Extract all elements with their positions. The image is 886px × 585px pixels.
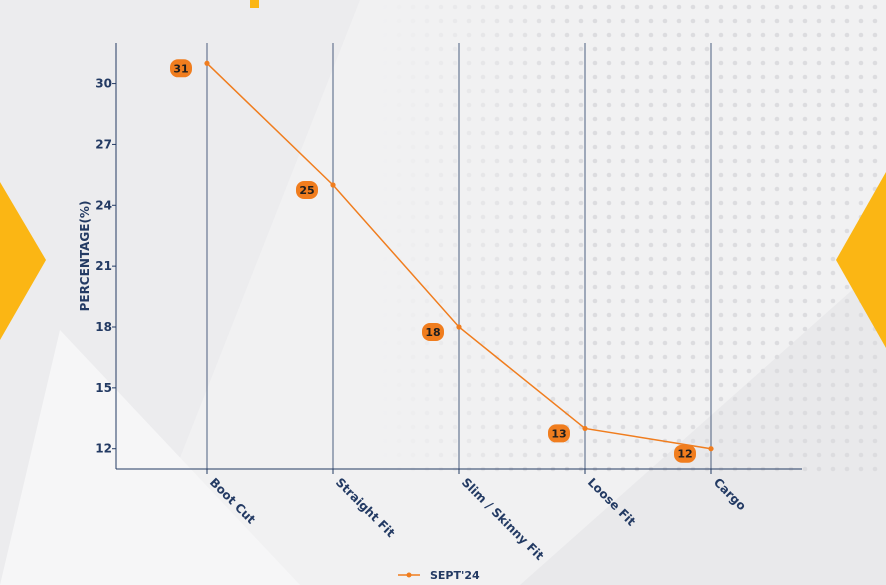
grid-lines xyxy=(206,43,712,474)
data-label: 13 xyxy=(548,424,570,443)
data-label-text: 31 xyxy=(173,62,188,75)
data-label: 31 xyxy=(170,59,192,78)
y-tick-label: 24 xyxy=(95,198,112,212)
data-label-text: 12 xyxy=(677,448,692,461)
y-axis-label: PERCENTAGE(%) xyxy=(78,201,92,312)
data-labels: 31 25 18 13 12 xyxy=(170,59,696,463)
data-point[interactable] xyxy=(582,425,588,432)
data-label-text: 25 xyxy=(299,184,314,197)
data-label-bg xyxy=(170,59,192,78)
data-point[interactable] xyxy=(456,324,462,330)
x-tick-label: Cargo xyxy=(711,475,749,513)
x-tick-labels: Boot Cut Straight Fit Slim / Skinny Fit Loo… xyxy=(207,475,749,563)
x-tick-label: Straight Fit xyxy=(333,475,398,540)
legend[interactable]: SEPT'24 xyxy=(398,569,480,582)
legend-point-marker xyxy=(406,572,412,578)
y-tick-label: 12 xyxy=(95,442,112,456)
top-accent-mark xyxy=(250,0,259,8)
legend-item-sept24: SEPT'24 xyxy=(430,569,480,582)
data-label-bg xyxy=(548,424,570,443)
data-point[interactable] xyxy=(204,60,210,66)
data-label-text: 18 xyxy=(425,326,440,339)
data-label-bg xyxy=(296,181,318,199)
y-tick-label: 27 xyxy=(95,137,112,151)
y-tick-label: 30 xyxy=(95,77,112,91)
y-tick-labels: 12 15 18 21 24 27 30 xyxy=(95,77,116,456)
x-tick-label: Loose Fit xyxy=(585,475,639,529)
y-tick-label: 21 xyxy=(95,259,112,273)
data-label: 18 xyxy=(422,323,444,341)
y-tick-label: 18 xyxy=(95,320,112,334)
series-sept24 xyxy=(204,60,714,452)
data-point[interactable] xyxy=(330,182,336,188)
data-label: 25 xyxy=(296,181,318,199)
x-tick-label: Slim / Skinny Fit xyxy=(459,475,547,563)
axes xyxy=(115,43,802,470)
data-label-text: 13 xyxy=(551,427,566,440)
y-tick-label: 15 xyxy=(95,381,112,395)
x-tick-label: Boot Cut xyxy=(207,475,259,527)
data-label: 12 xyxy=(674,444,696,463)
right-arrow-decoration xyxy=(836,172,886,348)
data-label-bg xyxy=(422,323,444,341)
data-point[interactable] xyxy=(708,446,714,452)
data-label-bg xyxy=(674,444,696,463)
left-arrow-decoration xyxy=(0,182,46,340)
